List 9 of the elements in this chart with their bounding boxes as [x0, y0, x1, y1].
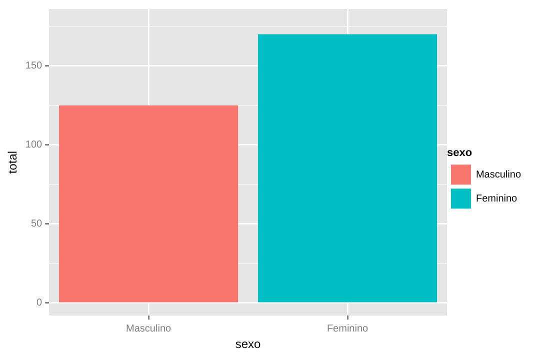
- y-tick-label: 150: [25, 60, 43, 72]
- y-tick-label: 100: [25, 140, 43, 151]
- x-axis-title: sexo: [235, 337, 262, 352]
- y-tick-label: 0: [36, 298, 43, 309]
- y-axis-title: total: [6, 150, 20, 174]
- y-tick-label: 50: [30, 218, 43, 230]
- legend-label: Masculino: [476, 169, 522, 180]
- legend-title: sexo: [446, 146, 472, 159]
- legend-label: Feminino: [476, 193, 518, 204]
